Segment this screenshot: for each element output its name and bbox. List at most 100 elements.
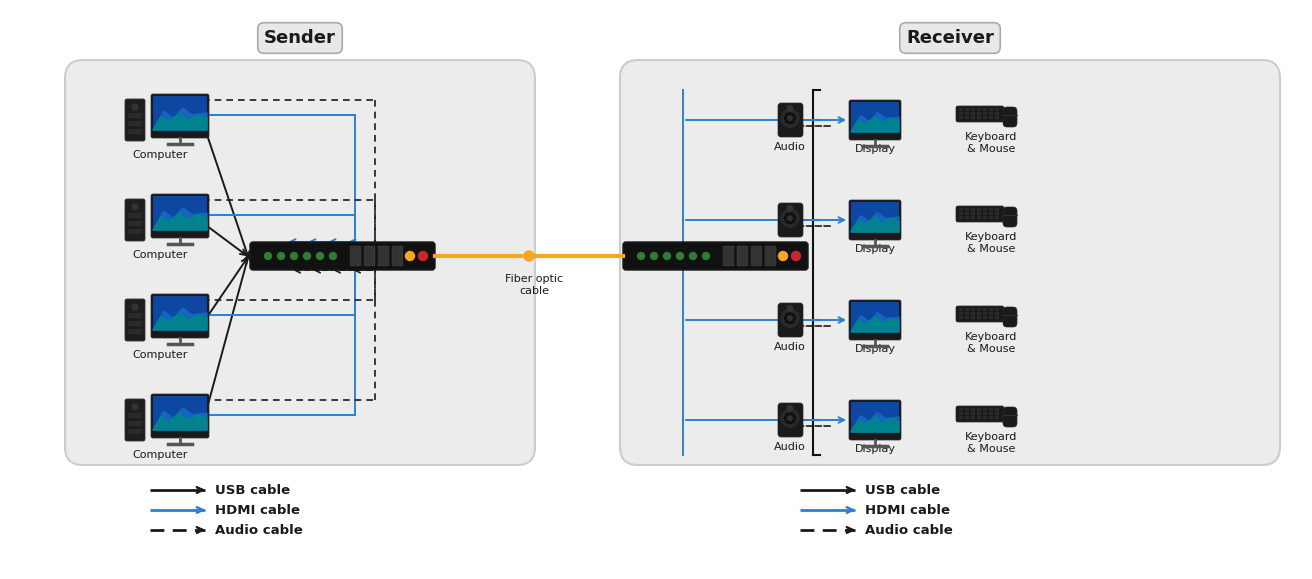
- Bar: [989, 212, 993, 215]
- Text: USB cable: USB cable: [865, 483, 941, 497]
- Polygon shape: [154, 313, 207, 330]
- Bar: [994, 408, 998, 411]
- Text: Audio: Audio: [774, 242, 806, 252]
- Bar: [971, 308, 975, 311]
- Bar: [959, 416, 963, 419]
- Polygon shape: [851, 412, 899, 432]
- Circle shape: [781, 409, 799, 427]
- Bar: [983, 116, 987, 119]
- Text: Audio cable: Audio cable: [215, 523, 303, 537]
- FancyBboxPatch shape: [392, 246, 403, 266]
- FancyBboxPatch shape: [623, 242, 808, 270]
- FancyBboxPatch shape: [125, 199, 146, 241]
- Bar: [959, 216, 963, 219]
- Bar: [983, 212, 987, 215]
- Bar: [989, 408, 993, 411]
- FancyBboxPatch shape: [151, 394, 209, 438]
- Bar: [971, 412, 975, 415]
- Circle shape: [265, 252, 272, 259]
- Polygon shape: [851, 317, 899, 332]
- Circle shape: [133, 304, 138, 310]
- Bar: [983, 316, 987, 319]
- Bar: [966, 108, 970, 111]
- Bar: [994, 116, 998, 119]
- FancyBboxPatch shape: [778, 103, 803, 137]
- Circle shape: [133, 204, 138, 210]
- FancyBboxPatch shape: [1002, 207, 1017, 227]
- Text: HDMI cable: HDMI cable: [865, 504, 950, 516]
- Bar: [959, 412, 963, 415]
- Bar: [994, 112, 998, 115]
- Bar: [959, 116, 963, 119]
- Bar: [966, 308, 970, 311]
- Bar: [966, 408, 970, 411]
- Bar: [977, 212, 981, 215]
- FancyBboxPatch shape: [621, 60, 1281, 465]
- Bar: [989, 208, 993, 211]
- FancyBboxPatch shape: [849, 300, 901, 340]
- Text: USB cable: USB cable: [215, 483, 290, 497]
- FancyBboxPatch shape: [154, 196, 207, 230]
- Circle shape: [677, 252, 684, 259]
- Text: Receiver: Receiver: [907, 29, 994, 47]
- Bar: [977, 408, 981, 411]
- Circle shape: [787, 106, 792, 111]
- Polygon shape: [154, 108, 207, 130]
- FancyBboxPatch shape: [1002, 107, 1017, 127]
- Circle shape: [290, 252, 298, 259]
- Bar: [989, 412, 993, 415]
- Bar: [989, 416, 993, 419]
- Circle shape: [781, 309, 799, 327]
- Polygon shape: [851, 217, 899, 232]
- Text: Computer: Computer: [133, 150, 188, 160]
- Polygon shape: [154, 208, 207, 230]
- Polygon shape: [851, 417, 899, 432]
- Text: Computer: Computer: [133, 250, 188, 260]
- Bar: [959, 312, 963, 315]
- Text: Keyboard
& Mouse: Keyboard & Mouse: [964, 432, 1017, 453]
- Circle shape: [787, 116, 792, 120]
- Text: Audio cable: Audio cable: [865, 523, 953, 537]
- Bar: [971, 212, 975, 215]
- FancyBboxPatch shape: [66, 60, 535, 465]
- Bar: [989, 308, 993, 311]
- FancyBboxPatch shape: [154, 396, 207, 430]
- Text: Computer: Computer: [133, 350, 188, 360]
- Bar: [129, 113, 142, 118]
- Bar: [989, 112, 993, 115]
- Circle shape: [664, 252, 670, 259]
- Bar: [129, 213, 142, 218]
- FancyBboxPatch shape: [849, 200, 901, 240]
- Bar: [129, 229, 142, 234]
- Circle shape: [785, 313, 795, 324]
- Bar: [971, 208, 975, 211]
- Bar: [129, 121, 142, 126]
- Bar: [989, 312, 993, 315]
- Bar: [983, 208, 987, 211]
- Bar: [959, 212, 963, 215]
- Bar: [994, 208, 998, 211]
- Circle shape: [651, 252, 657, 259]
- FancyBboxPatch shape: [350, 246, 361, 266]
- Circle shape: [778, 251, 787, 261]
- Polygon shape: [154, 113, 207, 130]
- Polygon shape: [154, 413, 207, 430]
- FancyBboxPatch shape: [778, 303, 803, 337]
- Bar: [989, 108, 993, 111]
- Text: Keyboard
& Mouse: Keyboard & Mouse: [964, 132, 1017, 153]
- Circle shape: [787, 406, 792, 411]
- Text: Keyboard
& Mouse: Keyboard & Mouse: [964, 232, 1017, 254]
- Bar: [994, 312, 998, 315]
- Bar: [983, 312, 987, 315]
- FancyBboxPatch shape: [125, 299, 146, 341]
- FancyBboxPatch shape: [125, 399, 146, 441]
- Polygon shape: [851, 117, 899, 132]
- Bar: [971, 416, 975, 419]
- Text: Keyboard
& Mouse: Keyboard & Mouse: [964, 332, 1017, 354]
- Text: HDMI cable: HDMI cable: [215, 504, 300, 516]
- Bar: [959, 112, 963, 115]
- Polygon shape: [851, 112, 899, 132]
- Circle shape: [329, 252, 336, 259]
- Bar: [959, 408, 963, 411]
- Bar: [129, 421, 142, 426]
